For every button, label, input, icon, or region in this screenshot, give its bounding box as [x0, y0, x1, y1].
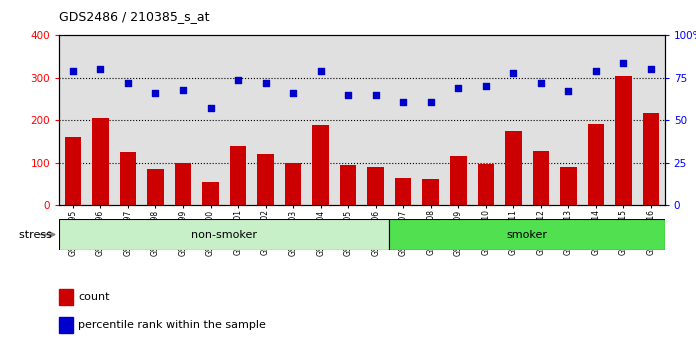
Bar: [285, 163, 301, 205]
Bar: [203, 182, 219, 205]
Text: percentile rank within the sample: percentile rank within the sample: [78, 320, 266, 330]
Text: stress: stress: [19, 229, 56, 240]
Point: [177, 87, 189, 93]
Bar: [59, 289, 73, 305]
Text: GDS2486 / 210385_s_at: GDS2486 / 210385_s_at: [59, 10, 209, 23]
Bar: [148, 169, 164, 205]
Point: [232, 77, 244, 82]
Bar: [532, 151, 549, 205]
Point: [260, 80, 271, 86]
Bar: [587, 124, 604, 205]
Point: [590, 68, 601, 74]
Bar: [450, 156, 466, 205]
Bar: [367, 167, 384, 205]
Bar: [560, 167, 576, 205]
Bar: [92, 118, 109, 205]
Bar: [313, 125, 329, 205]
Bar: [395, 178, 411, 205]
Point: [122, 80, 134, 86]
Point: [95, 67, 106, 72]
Bar: [175, 163, 191, 205]
Bar: [340, 165, 356, 205]
Text: count: count: [78, 292, 110, 302]
Bar: [59, 317, 73, 333]
Bar: [390, 219, 665, 250]
Point: [150, 90, 161, 96]
Bar: [505, 131, 521, 205]
Point: [535, 80, 546, 86]
Point: [452, 85, 464, 91]
Point: [370, 92, 381, 98]
Bar: [230, 146, 246, 205]
Point: [563, 88, 574, 94]
Text: smoker: smoker: [507, 229, 548, 240]
Bar: [258, 154, 274, 205]
Bar: [477, 164, 494, 205]
Point: [287, 90, 299, 96]
Point: [205, 105, 216, 111]
Bar: [65, 137, 81, 205]
Bar: [120, 152, 136, 205]
Point: [315, 68, 326, 74]
Bar: [615, 76, 632, 205]
Text: non-smoker: non-smoker: [191, 229, 258, 240]
Point: [68, 68, 79, 74]
Bar: [422, 179, 439, 205]
Point: [342, 92, 354, 98]
Point: [507, 70, 519, 76]
Point: [480, 84, 491, 89]
Bar: [642, 113, 659, 205]
Point: [618, 60, 629, 65]
Point: [645, 67, 656, 72]
Point: [397, 99, 409, 104]
Bar: [59, 219, 390, 250]
Point: [425, 99, 436, 104]
